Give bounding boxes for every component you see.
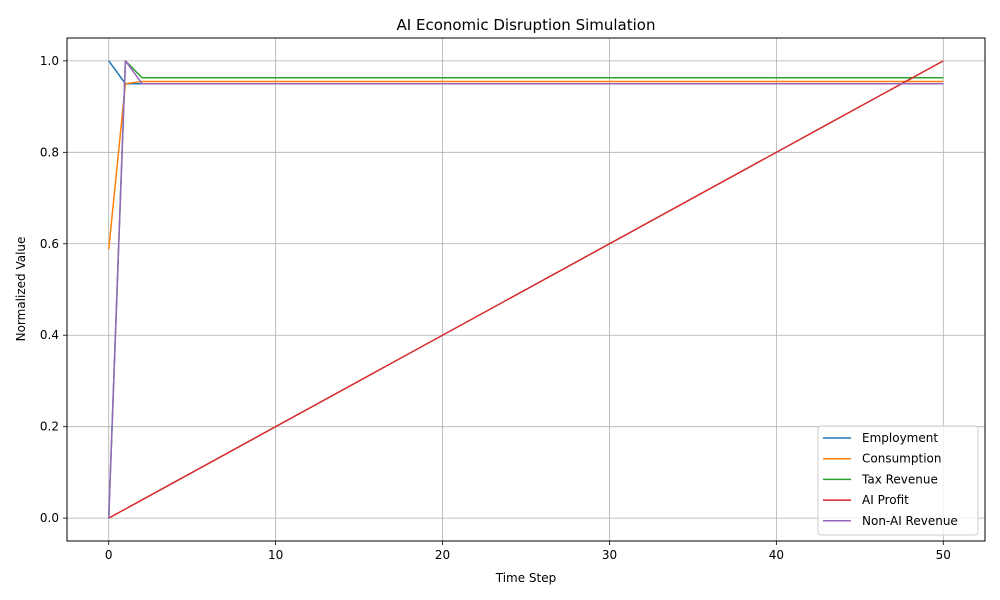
legend-box bbox=[817, 425, 979, 536]
x-tick-label: 20 bbox=[435, 548, 450, 562]
series-lines bbox=[107, 60, 944, 519]
x-tick-label: 30 bbox=[602, 548, 617, 562]
y-tick-label: 0.2 bbox=[40, 420, 59, 434]
series-line-consumption bbox=[107, 80, 944, 250]
y-tick-label: 0.8 bbox=[40, 145, 59, 159]
series-line-non-ai-revenue bbox=[107, 60, 944, 519]
x-tick-label: 50 bbox=[936, 548, 951, 562]
x-tick-label: 0 bbox=[105, 548, 113, 562]
x-axis-label: Time Step bbox=[495, 571, 557, 585]
series-line-ai-profit bbox=[108, 60, 944, 519]
plot-area-frame bbox=[66, 37, 986, 542]
legend-label-non-ai-revenue: Non-AI Revenue bbox=[862, 514, 958, 528]
x-tick-label: 40 bbox=[769, 548, 784, 562]
y-tick-label: 0.4 bbox=[40, 328, 59, 342]
y-axis-label: Normalized Value bbox=[14, 237, 28, 342]
y-tick-label: 0.6 bbox=[40, 237, 59, 251]
axis-ticks: 0 10 20 30 40 50 0.0 0.2 0.4 0.6 0.8 1.0 bbox=[40, 54, 951, 562]
legend-label-employment: Employment bbox=[862, 431, 938, 445]
x-tick-label: 10 bbox=[268, 548, 283, 562]
legend-label-tax-revenue: Tax Revenue bbox=[861, 472, 938, 486]
legend-label-ai-profit: AI Profit bbox=[862, 493, 909, 507]
legend-label-consumption: Consumption bbox=[862, 452, 941, 466]
y-tick-label: 0.0 bbox=[40, 511, 59, 525]
y-tick-label: 1.0 bbox=[40, 54, 59, 68]
legend: Employment Consumption Tax Revenue AI Profi… bbox=[817, 425, 979, 536]
chart-title: AI Economic Disruption Simulation bbox=[397, 16, 656, 34]
